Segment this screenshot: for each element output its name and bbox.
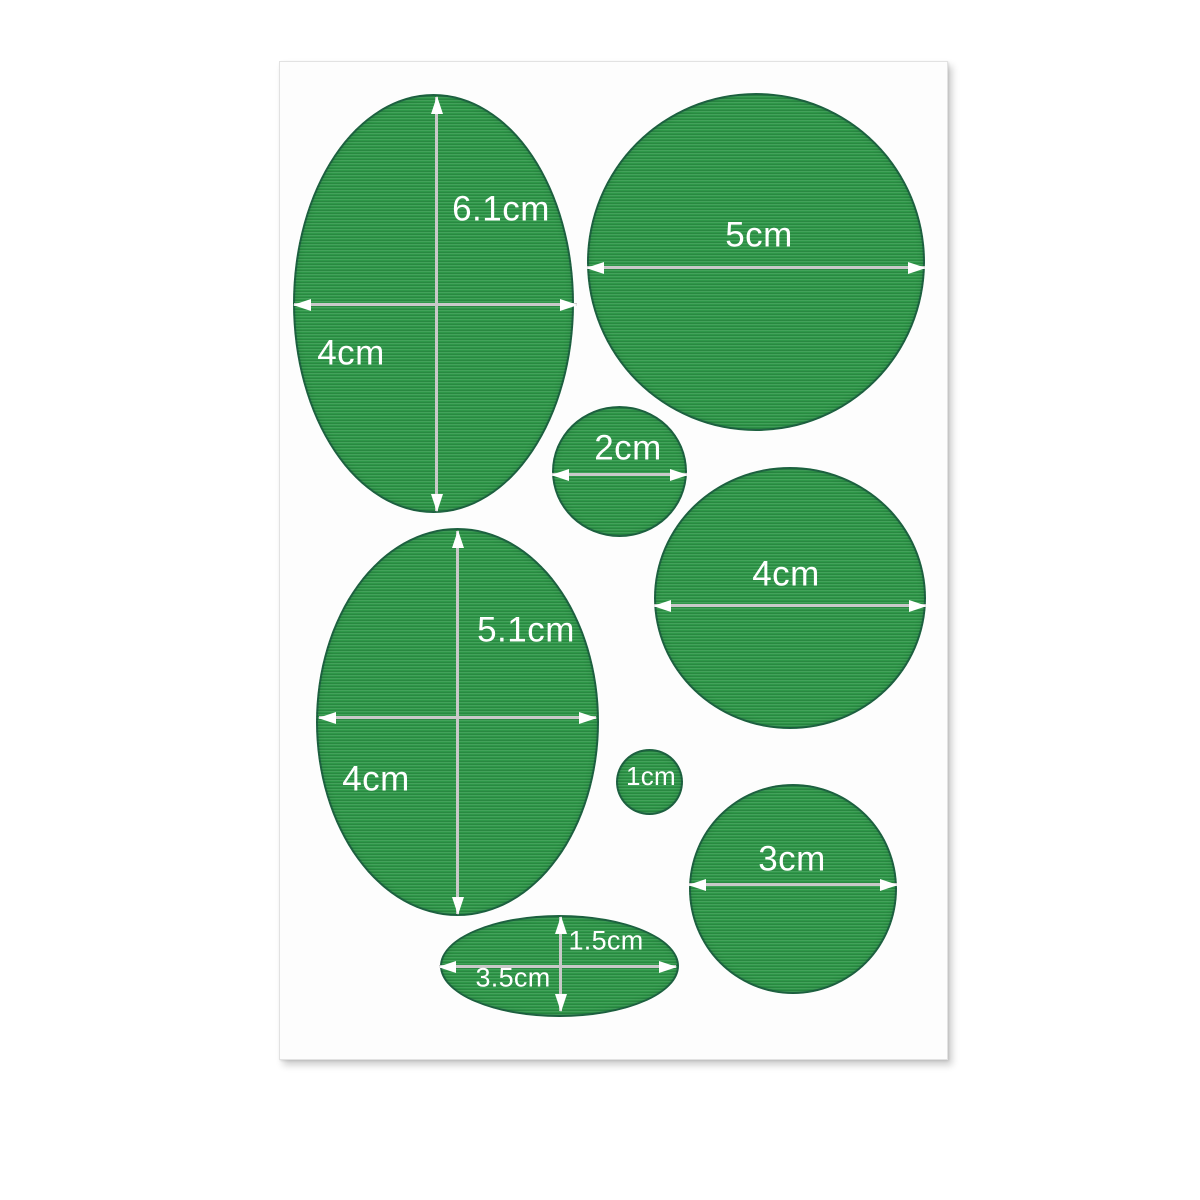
patch-group-medium-oval: 5.1cm 4cm xyxy=(280,62,947,1059)
width-dimension-label: 4cm xyxy=(342,759,410,799)
height-dimension-label: 5.1cm xyxy=(477,610,575,650)
width-dimension-label: 4cm xyxy=(317,333,385,373)
patch-circle-2cm xyxy=(552,406,687,537)
patch-group-circle-3cm: 3cm xyxy=(280,62,947,1059)
patch-group-circle-4cm: 4cm xyxy=(280,62,947,1059)
width-dimension-arrow-icon xyxy=(319,716,596,719)
patch-group-small-ellipse: 1.5cm 3.5cm xyxy=(280,62,947,1059)
width-dimension-arrow-icon xyxy=(654,604,926,607)
width-dimension-arrow-icon xyxy=(439,965,676,968)
width-dimension-arrow-icon xyxy=(587,266,925,269)
patch-group-circle-5cm: 5cm xyxy=(280,62,947,1059)
height-dimension-arrow-icon xyxy=(456,531,459,914)
width-dimension-arrow-icon xyxy=(552,473,687,476)
patch-circle-4cm xyxy=(654,467,926,729)
patch-circle-3cm xyxy=(689,784,897,994)
width-dimension-arrow-icon xyxy=(689,883,897,886)
patch-sheet: 6.1cm 4cm 5cm 2cm 4cm 5.1cm 4cm xyxy=(279,61,948,1060)
width-dimension-label: 3cm xyxy=(758,839,826,879)
patch-group-circle-2cm: 2cm xyxy=(280,62,947,1059)
patch-group-circle-1cm: 1cm xyxy=(280,62,947,1059)
width-dimension-arrow-icon xyxy=(294,303,577,306)
height-dimension-label: 1.5cm xyxy=(568,925,644,956)
height-dimension-label: 6.1cm xyxy=(452,189,550,229)
width-dimension-label: 2cm xyxy=(594,428,662,468)
patch-group-large-oval: 6.1cm 4cm xyxy=(280,62,947,1059)
patch-circle-5cm xyxy=(587,93,925,431)
width-dimension-label: 5cm xyxy=(725,215,793,255)
width-dimension-label: 4cm xyxy=(752,554,820,594)
width-dimension-label: 3.5cm xyxy=(475,962,551,993)
height-dimension-arrow-icon xyxy=(559,917,562,1011)
width-dimension-label: 1cm xyxy=(625,761,677,791)
patch-circle-1cm xyxy=(616,749,683,815)
